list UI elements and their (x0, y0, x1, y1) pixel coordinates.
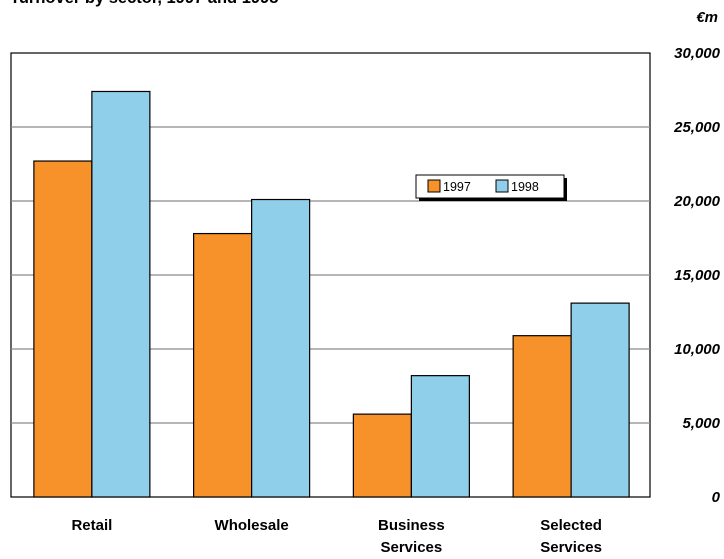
y-tick-label: 0 (712, 489, 721, 506)
x-category-label: Retail (71, 517, 112, 534)
bar-1998-1 (251, 198, 311, 498)
bar-1997-3 (512, 335, 572, 498)
legend-swatch-1998 (495, 179, 509, 193)
x-category-label: Selected (540, 517, 602, 534)
bars (33, 90, 630, 498)
bar-1998-2 (410, 375, 470, 498)
bar-1997-1 (193, 232, 253, 498)
legend-label: 1998 (511, 180, 539, 194)
y-tick-label: 25,000 (673, 119, 721, 136)
y-tick-label: 5,000 (682, 415, 720, 432)
x-category-label: Services (381, 539, 443, 556)
x-category-label: Services (540, 539, 602, 556)
x-category-label: Business (378, 517, 445, 534)
y-tick-label: 10,000 (674, 341, 721, 358)
y-axis-unit-label: €m (696, 9, 718, 26)
y-tick-label: 15,000 (674, 267, 721, 284)
x-category-labels: Retail Wholesale Business Services Selected S… (71, 517, 602, 556)
bar-1997-0 (33, 160, 93, 498)
y-tick-label: 30,000 (674, 45, 721, 62)
legend-label: 1997 (443, 180, 471, 194)
legend: 1997 1998 (415, 174, 567, 201)
x-category-label: Wholesale (215, 517, 289, 534)
bar-1998-0 (91, 90, 151, 498)
y-tick-labels: 0 5,000 10,000 15,000 20,000 25,000 30,000 (673, 45, 721, 506)
legend-swatch-1997 (427, 179, 441, 193)
legend-box (415, 174, 565, 199)
bar-1997-2 (352, 413, 412, 498)
chart-title: Turnover by sector, 1997 and 1998 (10, 0, 278, 8)
y-tick-label: 20,000 (673, 193, 721, 210)
bar-1998-3 (570, 302, 630, 498)
